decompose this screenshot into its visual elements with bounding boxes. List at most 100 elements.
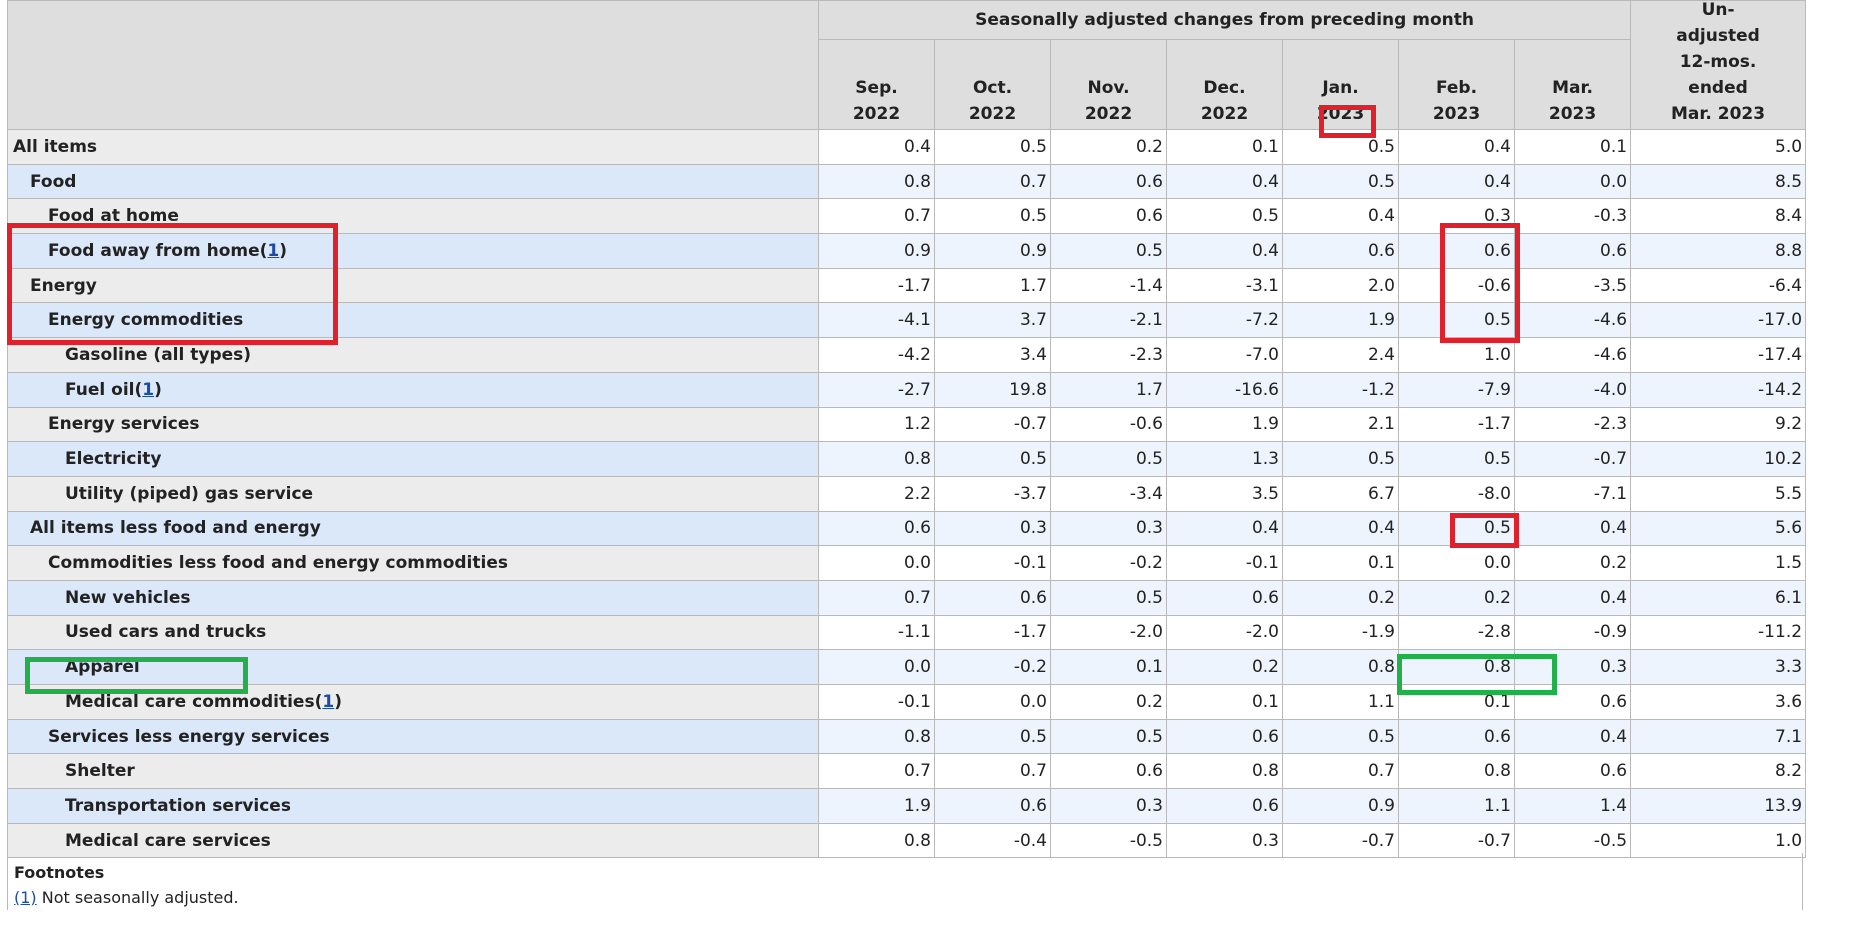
monthly-change-cell: -1.7: [818, 267, 935, 304]
monthly-change-cell: -1.2: [1282, 371, 1399, 408]
cpi-table-container: Seasonally adjusted changes from precedi…: [7, 0, 1807, 859]
monthly-change-cell: 0.6: [934, 579, 1051, 616]
monthly-change-cell: 2.1: [1282, 406, 1399, 443]
monthly-change-cell: 0.4: [1513, 510, 1632, 547]
table-row: Shelter 0.7 0.7 0.6 0.8 0.7 0.8 0.6 8.2: [7, 753, 1807, 790]
table-row: Medical care services 0.8 -0.4 -0.5 0.3 -0.7-…: [7, 822, 1807, 859]
row-label-cell: All items: [7, 129, 819, 165]
row-label-cell: Food: [7, 163, 819, 200]
table-row: Medical care commodities(1) -0.1 0.0 0.2 0.1…: [7, 684, 1807, 720]
row-label-cell: Services less energy services: [7, 718, 819, 755]
monthly-change-cell: 0.8: [818, 718, 935, 755]
unadjusted-12mo-cell: -6.4: [1630, 267, 1807, 304]
unadjusted-12mo-cell: 5.6: [1630, 510, 1807, 547]
monthly-change-cell: -0.7: [934, 406, 1051, 443]
monthly-change-cell: 1.7: [934, 267, 1051, 304]
table-row: Energy services 1.2 -0.7 -0.6 1.9 2.1 -1.7 -2.3…: [7, 406, 1807, 443]
footnote-link[interactable]: 1: [322, 691, 335, 712]
monthly-change-cell: 0.7: [934, 753, 1051, 790]
row-label-cell: Gasoline (all types): [7, 337, 819, 373]
unadjusted-12mo-cell: 9.2: [1630, 406, 1807, 443]
monthly-change-cell: -2.8: [1398, 614, 1515, 651]
row-label-cell: Food away from home(1): [7, 233, 819, 269]
footnote-link[interactable]: 1: [142, 379, 155, 400]
monthly-change-cell: -3.1: [1166, 267, 1283, 304]
month-label: Nov.: [1087, 78, 1130, 98]
monthly-change-cell: -0.6: [1398, 267, 1515, 304]
monthly-change-cell: 1.9: [818, 788, 935, 824]
monthly-change-cell: 0.3: [1166, 822, 1283, 859]
cpi-table: Seasonally adjusted changes from precedi…: [7, 0, 1807, 859]
month-label: Mar.: [1552, 78, 1593, 98]
table-row: Apparel 0.0 -0.2 0.1 0.2 0.8 0.8 0.3 3.3: [7, 649, 1807, 685]
monthly-change-cell: 0.3: [1398, 198, 1515, 235]
monthly-change-cell: 0.6: [1398, 233, 1515, 269]
monthly-change-cell: 0.9: [1282, 788, 1399, 824]
monthly-change-cell: -0.1: [934, 545, 1051, 581]
monthly-change-cell: -0.5: [1050, 822, 1167, 859]
monthly-change-cell: 0.6: [934, 788, 1051, 824]
row-label-cell: Medical care services: [7, 822, 819, 859]
monthly-change-cell: 0.5: [934, 198, 1051, 235]
footnote-link[interactable]: 1: [267, 240, 280, 261]
monthly-change-cell: -2.3: [1050, 337, 1167, 373]
monthly-change-cell: 0.5: [1050, 233, 1167, 269]
monthly-change-cell: 0.8: [1398, 649, 1515, 685]
monthly-change-cell: -7.9: [1398, 371, 1515, 408]
unadjusted-line: ended: [1688, 78, 1748, 98]
row-label: Energy commodities: [48, 310, 244, 331]
monthly-change-cell: 0.4: [1398, 163, 1515, 200]
monthly-change-cell: 0.5: [1282, 441, 1399, 477]
monthly-change-cell: 0.8: [1398, 753, 1515, 790]
row-label-cell: Energy services: [7, 406, 819, 443]
monthly-change-cell: 0.1: [1166, 684, 1283, 720]
monthly-change-cell: 0.3: [1050, 788, 1167, 824]
monthly-change-cell: 0.6: [1513, 684, 1632, 720]
row-label: Used cars and trucks: [65, 622, 267, 643]
monthly-change-cell: 0.8: [818, 822, 935, 859]
monthly-change-cell: 0.4: [1398, 129, 1515, 165]
monthly-change-cell: 0.4: [1166, 233, 1283, 269]
monthly-change-cell: 0.6: [1166, 718, 1283, 755]
table-row: Energy commodities -4.1 3.7 -2.1 -7.2 1.9 0.5-…: [7, 302, 1807, 339]
footnote-1-link[interactable]: (1): [14, 888, 37, 907]
table-row: Fuel oil(1) -2.7 19.8 1.7 -16.6 -1.2 -7.9 -4.0-…: [7, 371, 1807, 408]
footnote-paren: (: [134, 379, 143, 400]
monthly-change-cell: -3.5: [1513, 267, 1632, 304]
monthly-change-cell: -2.1: [1050, 302, 1167, 339]
table-row: Food away from home(1) 0.9 0.9 0.5 0.4 0.6 0.6…: [7, 233, 1807, 269]
monthly-change-cell: 0.6: [1513, 233, 1632, 269]
unadjusted-12mo-cell: 3.3: [1630, 649, 1807, 685]
monthly-change-cell: -2.3: [1513, 406, 1632, 443]
year-label: 2023: [1316, 104, 1365, 124]
monthly-change-cell: 0.4: [1513, 718, 1632, 755]
row-label: Commodities less food and energy commodi…: [48, 553, 508, 574]
table-row: Energy -1.7 1.7 -1.4 -3.1 2.0 -0.6 -3.5 -6.4: [7, 267, 1807, 304]
row-label: Medical care services: [65, 830, 271, 851]
footnote-1-text: Not seasonally adjusted.: [36, 888, 239, 907]
monthly-change-cell: 0.1: [1282, 545, 1399, 581]
monthly-change-cell: -1.7: [1398, 406, 1515, 443]
unadjusted-header: Un- adjusted 12-mos. ended Mar. 2023: [1630, 0, 1807, 130]
unadjusted-12mo-cell: 8.5: [1630, 163, 1807, 200]
month-label: Sep.: [855, 78, 898, 98]
monthly-change-cell: 0.5: [934, 718, 1051, 755]
monthly-change-cell: 0.8: [818, 441, 935, 477]
monthly-change-cell: -0.3: [1513, 198, 1632, 235]
row-label: Shelter: [65, 761, 135, 782]
monthly-change-cell: 0.5: [934, 129, 1051, 165]
row-label: Food away from home: [48, 240, 260, 261]
monthly-change-cell: 0.6: [818, 510, 935, 547]
row-label-cell: Medical care commodities(1): [7, 684, 819, 720]
unadjusted-line: 12-mos.: [1679, 52, 1757, 72]
monthly-change-cell: 0.9: [934, 233, 1051, 269]
row-label: Services less energy services: [48, 726, 330, 747]
table-row: Food at home 0.7 0.5 0.6 0.5 0.4 0.3 -0.3 8.4: [7, 198, 1807, 235]
row-label-cell: Electricity: [7, 441, 819, 477]
footnote-paren: (: [259, 240, 268, 261]
row-label: Gasoline (all types): [65, 344, 252, 365]
monthly-change-cell: 3.7: [934, 302, 1051, 339]
monthly-change-cell: 0.7: [934, 163, 1051, 200]
monthly-change-cell: -0.4: [934, 822, 1051, 859]
month-header: Oct. 2022: [934, 39, 1051, 130]
